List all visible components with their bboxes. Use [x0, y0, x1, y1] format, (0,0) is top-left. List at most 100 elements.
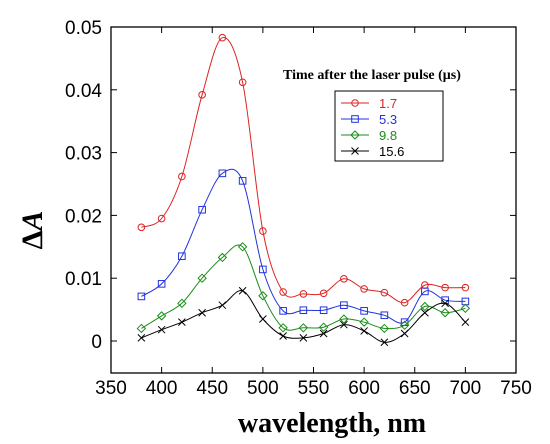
data-point [177, 298, 187, 309]
x-tick-label: 400 [146, 378, 178, 399]
data-point [178, 172, 186, 181]
legend-label: 5.3 [379, 112, 397, 127]
data-point [460, 303, 471, 314]
data-point [218, 33, 227, 42]
data-point [319, 306, 328, 315]
y-axis-label-variable: A [16, 211, 49, 233]
x-tick-label: 600 [348, 378, 380, 399]
legend-entry: 5.3 [341, 112, 397, 127]
data-point [299, 306, 308, 315]
legend-label: 15.6 [379, 144, 404, 159]
y-axis-label-symbol: Δ [16, 230, 49, 249]
x-tick-label: 350 [95, 378, 127, 399]
data-point [218, 169, 227, 178]
data-point [340, 301, 348, 310]
series-1.7 [137, 33, 470, 307]
y-tick-label: 0.03 [65, 144, 102, 165]
y-tick-label: 0.05 [65, 18, 102, 39]
data-point [137, 223, 146, 232]
data-point [461, 283, 470, 292]
legend-marker [350, 130, 360, 140]
data-point [237, 242, 248, 252]
data-point [400, 298, 409, 307]
data-point [259, 315, 267, 323]
x-tick-label: 750 [500, 378, 532, 399]
data-point [379, 323, 390, 334]
data-point [421, 287, 429, 296]
y-tick-label: 0.01 [65, 269, 102, 290]
data-point [178, 318, 186, 327]
legend-marker [351, 147, 359, 155]
data-point [399, 320, 410, 331]
data-point [360, 285, 368, 293]
data-point [380, 338, 389, 347]
data-point [319, 289, 328, 298]
data-point [380, 311, 389, 320]
x-tick-label: 500 [247, 378, 279, 399]
x-axis-label: wavelength, nm [238, 408, 426, 439]
data-point [156, 311, 167, 321]
data-point [279, 288, 287, 296]
series-9.8 [136, 242, 471, 334]
data-point [197, 273, 207, 283]
plot-area [136, 33, 471, 347]
data-point [259, 227, 267, 235]
data-point [137, 292, 146, 301]
data-point [238, 286, 247, 295]
series-line [141, 244, 466, 331]
data-point [217, 252, 228, 263]
legend-entry: 9.8 [341, 128, 397, 143]
data-point [157, 214, 166, 223]
data-point [238, 177, 247, 185]
data-point [157, 325, 166, 334]
data-point [198, 91, 206, 99]
y-axis-ticks: 0 0.01 0.02 0.03 0.04 0.05 [65, 18, 516, 353]
x-tick-label: 450 [196, 378, 228, 399]
x-tick-label: 700 [450, 378, 482, 399]
series-line [141, 168, 466, 324]
data-point [218, 301, 227, 310]
data-point [318, 322, 329, 332]
data-point [360, 307, 368, 315]
data-point [258, 291, 268, 301]
data-point [339, 314, 349, 324]
x-tick-label: 550 [298, 378, 330, 399]
data-point [420, 301, 430, 312]
data-point [441, 283, 449, 292]
data-point [136, 323, 147, 334]
y-tick-label: 0.04 [65, 81, 102, 102]
data-point [380, 288, 389, 297]
data-point [421, 308, 429, 317]
data-point [340, 320, 348, 329]
legend-label: 1.7 [379, 96, 397, 111]
data-point [238, 78, 247, 87]
data-point [178, 252, 186, 261]
data-point [340, 275, 348, 283]
y-tick-label: 0 [91, 332, 102, 353]
x-axis-ticks: 350 400 450 500 550 600 650 700 750 [95, 27, 532, 399]
data-point [137, 334, 146, 342]
legend-marker [351, 115, 359, 123]
data-point [440, 308, 450, 318]
data-point [299, 334, 308, 342]
data-point [400, 329, 409, 338]
data-point [441, 299, 449, 308]
y-axis-label: ΔA [16, 211, 49, 250]
series-5.3 [137, 168, 470, 326]
series-15.6 [137, 286, 470, 347]
data-point [278, 323, 288, 333]
legend-entry: 15.6 [341, 144, 404, 159]
data-point [157, 280, 166, 288]
legend-label: 9.8 [379, 128, 397, 143]
data-point [298, 323, 309, 333]
series-line [141, 37, 466, 304]
data-point [259, 265, 267, 274]
data-point [319, 329, 328, 338]
y-tick-label: 0.02 [65, 206, 102, 227]
legend-title: Time after the laser pulse (μs) [283, 68, 461, 83]
data-point [279, 307, 287, 315]
data-point [279, 332, 287, 340]
legend-marker [351, 99, 359, 107]
series-line [141, 290, 466, 343]
